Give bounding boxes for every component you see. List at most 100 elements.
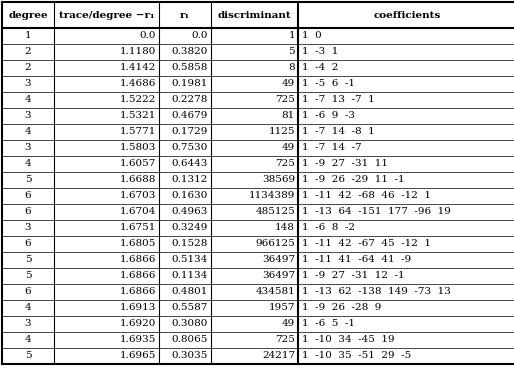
Text: 1  -11  42  -67  45  -12  1: 1 -11 42 -67 45 -12 1 <box>302 239 431 248</box>
Text: 1  -6  5  -1: 1 -6 5 -1 <box>302 320 355 329</box>
Text: 0.1729: 0.1729 <box>172 128 208 137</box>
Text: 0.3080: 0.3080 <box>172 320 208 329</box>
Text: 3: 3 <box>25 144 31 153</box>
Text: 1.6703: 1.6703 <box>120 191 156 201</box>
Text: 1.6913: 1.6913 <box>120 304 156 313</box>
Text: 49: 49 <box>282 144 295 153</box>
Text: 0.5587: 0.5587 <box>172 304 208 313</box>
Text: 0.1134: 0.1134 <box>172 272 208 280</box>
Text: 434581: 434581 <box>255 288 295 297</box>
Text: 1.6866: 1.6866 <box>120 256 156 264</box>
Text: 0.4963: 0.4963 <box>172 207 208 216</box>
Text: 1  -13  62  -138  149  -73  13: 1 -13 62 -138 149 -73 13 <box>302 288 451 297</box>
Text: 0.0: 0.0 <box>139 31 156 41</box>
Text: 1  -7  14  -8  1: 1 -7 14 -8 1 <box>302 128 375 137</box>
Text: 1  -9  26  -28  9: 1 -9 26 -28 9 <box>302 304 381 313</box>
Text: 3: 3 <box>25 223 31 232</box>
Text: 1.5771: 1.5771 <box>120 128 156 137</box>
Text: 1.6935: 1.6935 <box>120 335 156 345</box>
Text: 3: 3 <box>25 320 31 329</box>
Text: 6: 6 <box>25 239 31 248</box>
Text: 725: 725 <box>275 95 295 104</box>
Text: 725: 725 <box>275 335 295 345</box>
Text: 5: 5 <box>25 256 31 264</box>
Text: 725: 725 <box>275 160 295 169</box>
Text: 6: 6 <box>25 207 31 216</box>
Text: 0.6443: 0.6443 <box>172 160 208 169</box>
Text: 0.1312: 0.1312 <box>172 176 208 185</box>
Text: 0.1528: 0.1528 <box>172 239 208 248</box>
Text: 1957: 1957 <box>268 304 295 313</box>
Text: 1.6866: 1.6866 <box>120 272 156 280</box>
Text: 49: 49 <box>282 320 295 329</box>
Text: 1.4142: 1.4142 <box>120 63 156 72</box>
Text: coefficients: coefficients <box>373 10 440 19</box>
Text: 4: 4 <box>25 335 31 345</box>
Text: 4: 4 <box>25 304 31 313</box>
Text: 0.0: 0.0 <box>192 31 208 41</box>
Text: 2: 2 <box>25 47 31 56</box>
Text: r₁: r₁ <box>180 10 190 19</box>
Text: degree: degree <box>8 10 48 19</box>
Text: 1.6688: 1.6688 <box>120 176 156 185</box>
Text: 0.8065: 0.8065 <box>172 335 208 345</box>
Text: 1  -7  14  -7: 1 -7 14 -7 <box>302 144 362 153</box>
Text: 1.5803: 1.5803 <box>120 144 156 153</box>
Text: 0.3035: 0.3035 <box>172 351 208 360</box>
Text: 1  -9  26  -29  11  -1: 1 -9 26 -29 11 -1 <box>302 176 405 185</box>
Text: 1  -11  41  -64  41  -9: 1 -11 41 -64 41 -9 <box>302 256 411 264</box>
Text: 1: 1 <box>288 31 295 41</box>
Text: 38569: 38569 <box>262 176 295 185</box>
Text: 1.6965: 1.6965 <box>120 351 156 360</box>
Text: 1  -5  6  -1: 1 -5 6 -1 <box>302 79 355 88</box>
Text: 1.6057: 1.6057 <box>120 160 156 169</box>
Text: 5: 5 <box>25 272 31 280</box>
Text: 1  -6  8  -2: 1 -6 8 -2 <box>302 223 355 232</box>
Text: 1  -9  27  -31  11: 1 -9 27 -31 11 <box>302 160 388 169</box>
Text: 1  -10  35  -51  29  -5: 1 -10 35 -51 29 -5 <box>302 351 411 360</box>
Text: 1  -10  34  -45  19: 1 -10 34 -45 19 <box>302 335 395 345</box>
Text: 1.5321: 1.5321 <box>120 112 156 120</box>
Text: 1.4686: 1.4686 <box>120 79 156 88</box>
Text: 4: 4 <box>25 160 31 169</box>
Text: 36497: 36497 <box>262 272 295 280</box>
Text: 1125: 1125 <box>268 128 295 137</box>
Text: 1  -6  9  -3: 1 -6 9 -3 <box>302 112 355 120</box>
Text: discriminant: discriminant <box>218 10 291 19</box>
Text: 1  -4  2: 1 -4 2 <box>302 63 338 72</box>
Text: 8: 8 <box>288 63 295 72</box>
Text: 1  -9  27  -31  12  -1: 1 -9 27 -31 12 -1 <box>302 272 405 280</box>
Text: 2: 2 <box>25 63 31 72</box>
Text: 1  -11  42  -68  46  -12  1: 1 -11 42 -68 46 -12 1 <box>302 191 431 201</box>
Text: 36497: 36497 <box>262 256 295 264</box>
Text: 0.1630: 0.1630 <box>172 191 208 201</box>
Text: 1.1180: 1.1180 <box>120 47 156 56</box>
Text: 5: 5 <box>25 351 31 360</box>
Text: 1.6805: 1.6805 <box>120 239 156 248</box>
Text: 3: 3 <box>25 112 31 120</box>
Text: 0.5134: 0.5134 <box>172 256 208 264</box>
Text: 1.6704: 1.6704 <box>120 207 156 216</box>
Text: 4: 4 <box>25 95 31 104</box>
Text: 0.3820: 0.3820 <box>172 47 208 56</box>
Text: 1  -13  64  -151  177  -96  19: 1 -13 64 -151 177 -96 19 <box>302 207 451 216</box>
Text: 966125: 966125 <box>255 239 295 248</box>
Text: 81: 81 <box>282 112 295 120</box>
Text: 1  -3  1: 1 -3 1 <box>302 47 338 56</box>
Text: 0.1981: 0.1981 <box>172 79 208 88</box>
Text: 5: 5 <box>288 47 295 56</box>
Text: 485125: 485125 <box>255 207 295 216</box>
Text: 1.5222: 1.5222 <box>120 95 156 104</box>
Text: 0.2278: 0.2278 <box>172 95 208 104</box>
Text: 0.4801: 0.4801 <box>172 288 208 297</box>
Text: 1134389: 1134389 <box>249 191 295 201</box>
Text: 1  -7  13  -7  1: 1 -7 13 -7 1 <box>302 95 375 104</box>
Text: 1.6751: 1.6751 <box>120 223 156 232</box>
Text: 148: 148 <box>275 223 295 232</box>
Text: 4: 4 <box>25 128 31 137</box>
Text: 6: 6 <box>25 288 31 297</box>
Text: 0.7530: 0.7530 <box>172 144 208 153</box>
Text: 1.6866: 1.6866 <box>120 288 156 297</box>
Text: 5: 5 <box>25 176 31 185</box>
Text: 0.5858: 0.5858 <box>172 63 208 72</box>
